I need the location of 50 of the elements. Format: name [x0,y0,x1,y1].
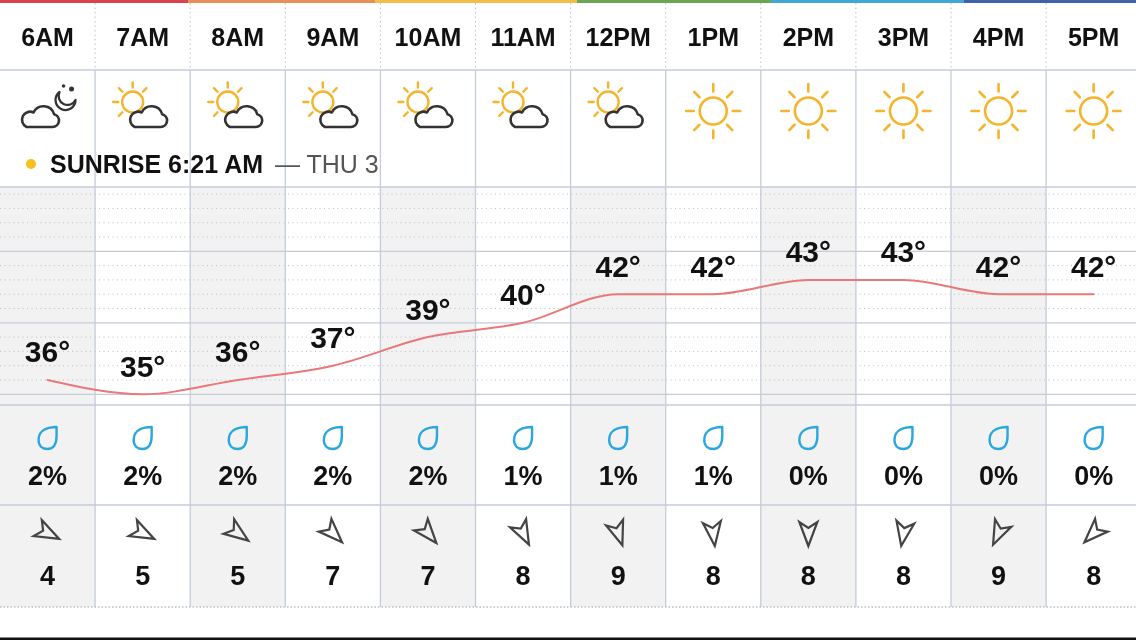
data-label: 8 [515,561,531,592]
data-label: 2% [408,461,448,492]
data-label: 1% [693,461,733,492]
data-label: 35° [119,349,166,383]
data-label: 2% [123,461,163,492]
data-label: 5 [230,561,246,592]
data-label: 39° [405,292,451,326]
data-label: 8 [895,561,911,592]
data-label: 4 [40,561,56,592]
text: SUNRISE 6:21 AM [50,149,264,178]
data-label: 43° [785,235,832,269]
text: — THU 3 [275,149,379,178]
x-tick-label: 5PM [1067,23,1120,52]
data-label: 5 [135,561,151,592]
x-tick-label: 12PM [585,23,651,52]
data-label: 7 [325,561,341,592]
data-label: 40° [500,278,546,312]
x-tick-label: 11AM [490,23,556,52]
data-label: 42° [975,249,1022,283]
data-label: 42° [595,249,641,283]
x-tick-label: 7AM [116,23,170,52]
data-label: 9 [991,561,1007,592]
x-tick-label: 10AM [394,23,462,52]
data-label: 2% [28,461,68,492]
x-tick-label: 6AM [21,23,74,52]
data-label: 36° [215,335,261,369]
data-label: 0% [1074,461,1114,492]
x-tick-label: 3PM [877,23,930,52]
data-label: 0% [883,461,923,492]
data-label: 7 [420,561,436,592]
data-label: 1% [598,461,638,492]
data-label: 8 [705,561,721,592]
data-label: 43° [880,235,927,269]
data-label: 37° [310,321,356,355]
data-label: 8 [800,561,816,592]
data-label: 8 [1086,561,1102,592]
data-label: 42° [1070,249,1117,283]
data-label: 2% [218,461,258,492]
data-label: 0% [788,461,828,492]
data-label: 1% [503,461,543,492]
data-label: 0% [979,461,1019,492]
x-tick-label: 8AM [211,23,265,52]
x-tick-label: 2PM [782,23,835,52]
data-label: 2% [313,461,353,492]
x-tick-label: 9AM [306,23,360,52]
data-label: 42° [690,249,736,283]
data-label: 9 [610,561,626,592]
data-label: 36° [24,335,71,369]
x-tick-label: 1PM [687,23,739,52]
x-tick-label: 4PM [972,23,1025,52]
